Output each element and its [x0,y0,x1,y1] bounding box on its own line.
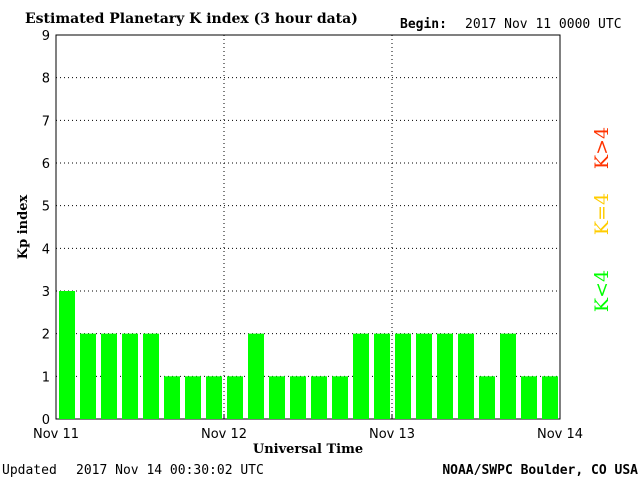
begin-value: 2017 Nov 11 0000 UTC [465,17,622,32]
y-axis-label: Kp index [16,195,31,260]
credit-text: NOAA/SWPC Boulder, CO USA [442,463,638,478]
kp-bar [458,333,474,419]
kp-bar [374,333,390,419]
kp-bar [395,333,411,419]
y-tick-label: 6 [42,157,50,172]
kp-bar [80,333,96,419]
y-tick-label: 5 [42,200,50,215]
x-tick-label: Nov 11 [33,427,79,442]
kp-bar [122,333,138,419]
kp-bar [332,376,348,419]
kp-bar [353,333,369,419]
updated-label: Updated [2,463,57,478]
kp-bar [479,376,495,419]
legend-k-greater: K>4 [591,127,613,169]
y-tick-label: 3 [42,285,50,300]
kp-bar [311,376,327,419]
plot-area [55,34,561,420]
kp-bar [437,333,453,419]
kp-bar [185,376,201,419]
x-tick-labels: Nov 11 Nov 12 Nov 13 Nov 14 [33,427,583,442]
bars [59,291,558,419]
kp-bar [206,376,222,419]
kp-bar [164,376,180,419]
x-tick-label: Nov 13 [369,427,415,442]
y-tick-label: 7 [42,114,50,129]
y-tick-label: 2 [42,328,50,343]
kp-bar [290,376,306,419]
chart-title: Estimated Planetary K index (3 hour data… [25,11,358,27]
y-tick-label: 9 [42,29,50,44]
kp-bar [248,333,264,419]
y-tick-label: 8 [42,72,50,87]
y-tick-label: 1 [42,370,50,385]
grid-lines [55,35,561,419]
kp-bar [542,376,558,419]
kp-bar [521,376,537,419]
x-tick-label: Nov 12 [201,427,247,442]
updated-value: 2017 Nov 14 00:30:02 UTC [76,463,264,478]
kp-bar [500,333,516,419]
kp-bar [269,376,285,419]
kp-bar [416,333,432,419]
y-tick-labels: 0 1 2 3 4 5 6 7 8 9 [42,29,50,428]
kp-bar [101,333,117,419]
legend-k-equal: K=4 [591,193,613,235]
kp-bar [59,291,75,419]
y-tick-label: 0 [42,413,50,428]
kp-bar [143,333,159,419]
x-tick-label: Nov 14 [537,427,583,442]
legend-k-less: K<4 [591,270,613,312]
kp-bar [227,376,243,419]
x-axis-label: Universal Time [253,442,363,457]
y-tick-label: 4 [42,242,50,257]
begin-label: Begin: [400,17,447,32]
